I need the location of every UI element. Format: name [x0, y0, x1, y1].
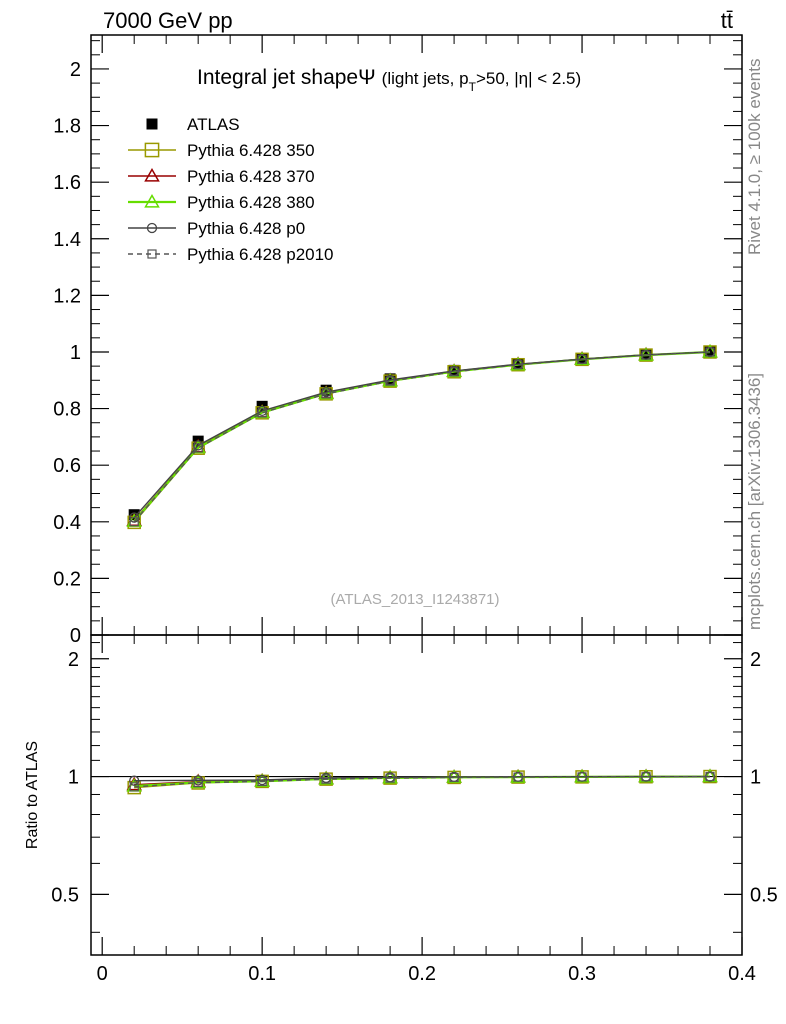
ratio-axis-ticks: 0.5 0.5 1 1 2 2: [51, 642, 778, 933]
y-tick-label: 1.6: [53, 172, 81, 194]
legend-marker: [144, 193, 160, 208]
legend-entry: Pythia 6.428 350: [128, 141, 315, 160]
chart-title: Integral jet shapeΨ (light jets, pT>50, |…: [197, 66, 581, 94]
title-main: Integral jet shapeΨ: [197, 66, 376, 89]
data-point: [705, 347, 715, 357]
series-line: [133, 351, 711, 519]
ratio-series-4: [129, 771, 715, 792]
legend-marker: [147, 249, 157, 259]
ratio-data-point: [193, 778, 203, 788]
y-tick-label: 0.6: [53, 455, 81, 477]
data-point: [577, 354, 587, 364]
data-point: [193, 443, 203, 453]
ratio-frame: [90, 634, 743, 956]
analysis-watermark: (ATLAS_2013_I1243871): [330, 591, 499, 608]
legend-label: Pythia 6.428 p0: [187, 219, 305, 238]
legend: ATLAS Pythia 6.428 350 Pythia 6.428 370 Pyt…: [128, 115, 334, 264]
data-point: [449, 367, 459, 377]
legend-entry: Pythia 6.428 p0: [128, 219, 305, 238]
ratio-ylabel: Ratio to ATLAS: [24, 741, 41, 849]
main-series-group: [126, 343, 718, 530]
mcplots-label: mcplots.cern.ch [arXiv:1306.3436]: [745, 373, 764, 630]
legend-label: Pythia 6.428 380: [187, 193, 315, 212]
legend-marker: [144, 142, 160, 158]
y-tick-label: 1: [70, 342, 81, 364]
legend-entry: Pythia 6.428 p2010: [128, 245, 334, 264]
ratio-y-tick-label: 2: [68, 649, 79, 671]
ratio-data-point: [641, 772, 651, 782]
data-point: [321, 389, 331, 399]
main-axis-ticks: 00.20.40.60.811.21.41.61.820 0.1 0.2 0.3 0.4: [53, 35, 756, 985]
ratio-data-point: [321, 774, 331, 784]
ratio-y-tick-label-right: 1: [750, 767, 761, 789]
ratio-data-point: [129, 782, 139, 792]
title-sub-T: T: [469, 80, 477, 94]
ratio-data-point: [385, 773, 395, 783]
ratio-data-point: [129, 775, 140, 786]
legend-label: ATLAS: [187, 115, 240, 134]
legend-entry: Pythia 6.428 370: [128, 167, 315, 186]
ratio-series-line: [134, 775, 711, 788]
legend-entry: Pythia 6.428 380: [128, 193, 315, 212]
data-point: [513, 360, 523, 370]
ratio-series-group: [126, 768, 718, 795]
header-left: 7000 GeV pp: [103, 8, 233, 33]
legend-marker: [144, 167, 160, 182]
series-line: [133, 351, 711, 523]
y-tick-label: 1.8: [53, 116, 81, 138]
x-tick-label: 0.1: [248, 963, 276, 985]
ratio-y-tick-label: 0.5: [51, 884, 79, 906]
legend-entry: ATLAS: [146, 115, 240, 134]
y-tick-label: 0.8: [53, 399, 81, 421]
ratio-data-point: [190, 774, 206, 789]
rivet-label: Rivet 4.1.0, ≥ 100k events: [745, 59, 764, 255]
ratio-data-point: [257, 776, 267, 786]
data-point: [257, 408, 267, 418]
title-sub: (light jets, p: [382, 69, 469, 88]
series-line: [133, 350, 711, 522]
series-line: [133, 351, 711, 523]
y-tick-label: 0.2: [53, 568, 81, 590]
y-tick-label: 2: [70, 59, 81, 81]
legend-marker: [146, 222, 158, 234]
legend-label: Pythia 6.428 370: [187, 167, 315, 186]
ratio-y-tick-label-right: 2: [750, 649, 761, 671]
data-point: [385, 376, 395, 386]
legend-label: Pythia 6.428 350: [187, 141, 315, 160]
data-point: [384, 373, 396, 385]
y-tick-label: 0: [70, 625, 81, 647]
legend-label: Pythia 6.428 p2010: [187, 245, 334, 264]
data-point: [127, 515, 141, 530]
x-tick-label: 0.2: [408, 963, 436, 985]
y-tick-label: 1.2: [53, 285, 81, 307]
ratio-data-point: [705, 771, 715, 782]
ratio-y-tick-label: 1: [68, 767, 79, 789]
x-tick-label: 0: [97, 963, 108, 985]
header-right: tt̄: [721, 8, 733, 33]
title-sub-rest: >50, |η| < 2.5): [476, 69, 581, 88]
y-tick-label: 1.4: [53, 229, 81, 251]
x-tick-label: 0.4: [728, 963, 756, 985]
data-point: [641, 350, 651, 360]
ratio-data-point: [513, 772, 523, 782]
y-tick-label: 0.4: [53, 512, 81, 534]
series-0: [128, 346, 716, 521]
ratio-y-tick-label-right: 0.5: [750, 884, 778, 906]
data-point: [129, 517, 139, 527]
ratio-data-point: [577, 772, 587, 782]
series-4: [129, 346, 716, 523]
x-tick-label: 0.3: [568, 963, 596, 985]
series-5: [129, 347, 715, 527]
ratio-data-point: [449, 772, 459, 783]
legend-marker: [146, 118, 158, 130]
